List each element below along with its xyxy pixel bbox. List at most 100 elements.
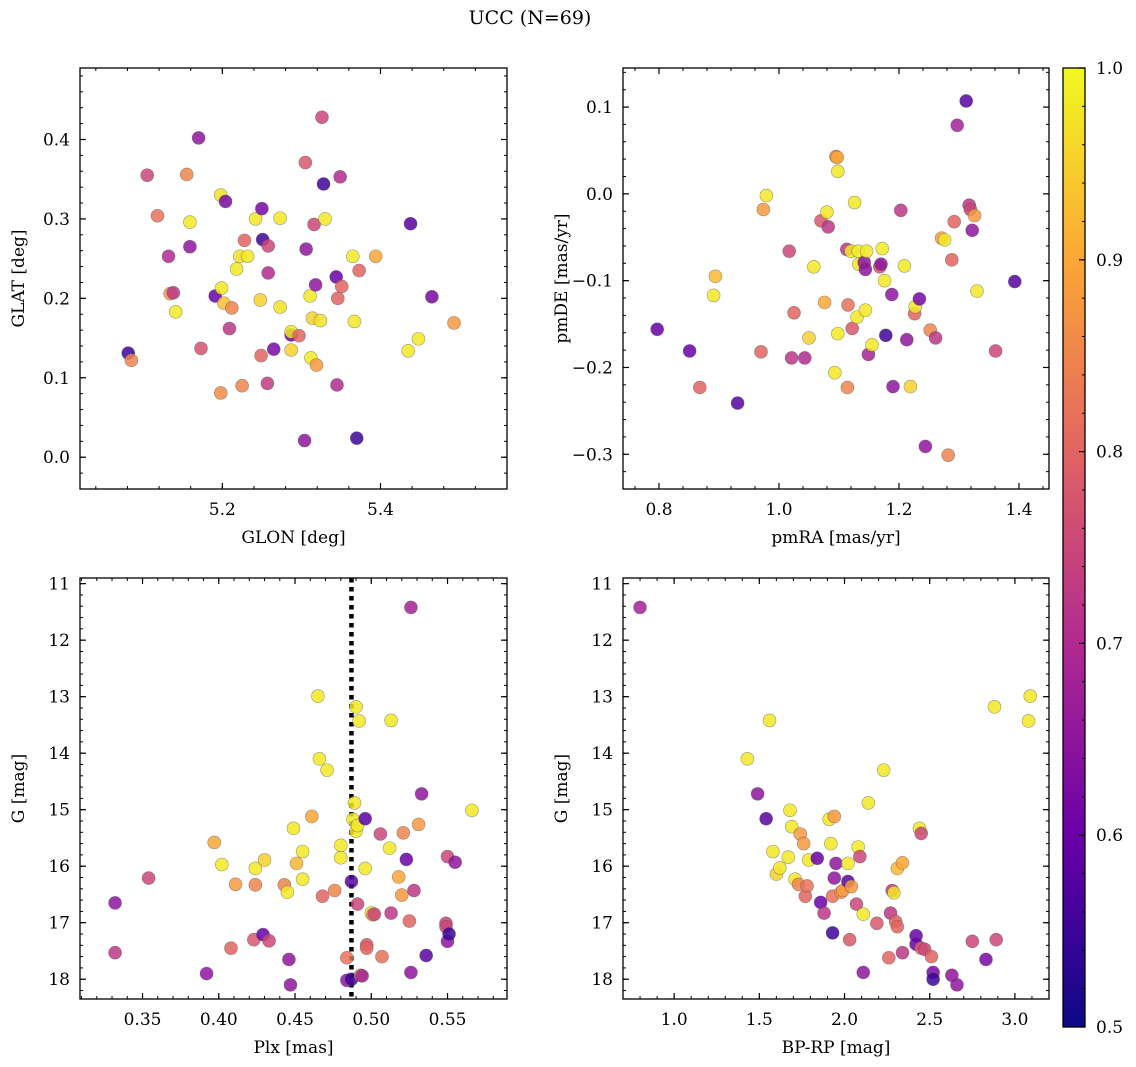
data-point: [295, 844, 310, 859]
x-tick-label: 2.5: [916, 1010, 943, 1030]
data-point: [289, 856, 304, 871]
data-point: [280, 885, 295, 899]
data-point: [754, 345, 768, 359]
data-point: [235, 378, 249, 393]
data-point: [447, 316, 461, 330]
data-point: [218, 194, 233, 209]
data-point: [333, 850, 348, 865]
data-point: [858, 303, 873, 317]
x-tick-label: 0.45: [276, 1010, 314, 1030]
data-point: [240, 249, 255, 264]
data-point: [183, 215, 197, 229]
y-tick-label: 17: [48, 914, 70, 934]
data-point: [865, 338, 879, 352]
data-point: [166, 285, 181, 300]
y-tick-label: 0.2: [43, 289, 70, 309]
data-point: [304, 809, 319, 824]
data-point: [352, 263, 366, 278]
data-point: [344, 874, 359, 889]
data-point: [248, 861, 263, 876]
data-point: [858, 262, 873, 277]
data-point: [895, 856, 910, 870]
data-point: [179, 167, 194, 182]
y-tick-label: 0.1: [43, 369, 70, 389]
data-point: [817, 906, 831, 920]
data-point: [820, 205, 834, 219]
data-point: [887, 885, 901, 900]
data-point: [284, 343, 298, 357]
data-point: [207, 835, 221, 850]
y-tick-label: 16: [591, 857, 613, 877]
data-point: [315, 889, 330, 903]
data-point: [358, 861, 372, 876]
x-tick-label: 0.50: [352, 1010, 390, 1030]
data-point: [633, 600, 647, 615]
data-point: [840, 380, 855, 395]
data-point: [442, 927, 456, 941]
colorbar-tick-label: 0.7: [1096, 634, 1123, 654]
data-point: [375, 949, 389, 964]
data-point: [830, 326, 845, 341]
data-point: [228, 877, 243, 892]
data-point: [318, 212, 332, 226]
data-point: [248, 212, 263, 226]
panel-glon-glat: 5.2 5.4 0.0 0.1 0.2 0.3 0.4 GLON [deg] GLAT [deg…: [9, 67, 508, 548]
data-point: [783, 803, 797, 818]
x-axis-label: Plx [mas]: [253, 1038, 333, 1058]
data-point: [825, 926, 840, 940]
y-tick-label: 15: [48, 801, 70, 821]
data-point: [349, 700, 363, 714]
colorbar: 0.5 0.6 0.7 0.8 0.9 1.0: [1062, 59, 1123, 1038]
data-point: [827, 365, 842, 380]
data-point: [830, 164, 845, 179]
data-point: [941, 448, 956, 462]
data-point: [781, 850, 796, 864]
data-point: [414, 787, 429, 801]
data-point: [740, 752, 755, 766]
panel-plx-g: 0.35 0.40 0.45 0.50 0.55 11 12 13 14 15 16 17 18 Plx …: [9, 575, 508, 1058]
data-point: [419, 948, 433, 963]
data-point: [876, 763, 891, 777]
data-point: [333, 170, 347, 184]
data-point: [330, 291, 345, 306]
data-point: [870, 916, 884, 931]
data-point: [225, 301, 239, 315]
data-point: [307, 217, 321, 232]
data-point: [950, 118, 965, 133]
data-point: [384, 713, 398, 728]
x-tick-label: 3.0: [1001, 1010, 1028, 1030]
x-tick-label: 5.4: [367, 500, 394, 520]
data-point: [396, 826, 411, 840]
y-tick-label: 0.3: [43, 210, 70, 230]
data-point: [806, 259, 821, 274]
data-point: [273, 211, 287, 225]
y-tick-label: 13: [591, 688, 613, 708]
data-point: [796, 836, 811, 851]
data-point: [261, 266, 275, 280]
y-tick-label: −0.2: [572, 358, 613, 378]
data-point: [404, 965, 418, 980]
data-point: [108, 896, 122, 910]
data-point: [859, 244, 874, 258]
data-point: [959, 94, 974, 108]
data-point: [327, 883, 342, 898]
data-point: [347, 314, 362, 329]
x-axis-label: pmRA [mas/yr]: [771, 528, 900, 548]
data-point: [214, 281, 229, 295]
data-point: [772, 861, 787, 875]
data-point: [237, 233, 252, 248]
data-point: [914, 826, 929, 841]
data-point: [257, 853, 272, 867]
data-point: [401, 343, 415, 358]
data-point: [248, 878, 263, 892]
data-point: [875, 241, 890, 256]
data-point: [411, 817, 426, 832]
data-point: [448, 855, 462, 870]
data-point: [965, 223, 980, 238]
colorbar-tick-label: 0.6: [1096, 826, 1123, 846]
data-point: [708, 269, 723, 284]
data-point: [108, 945, 122, 960]
colorbar-tick-label: 0.9: [1096, 251, 1123, 271]
data-point: [254, 348, 268, 363]
data-point: [877, 273, 892, 288]
